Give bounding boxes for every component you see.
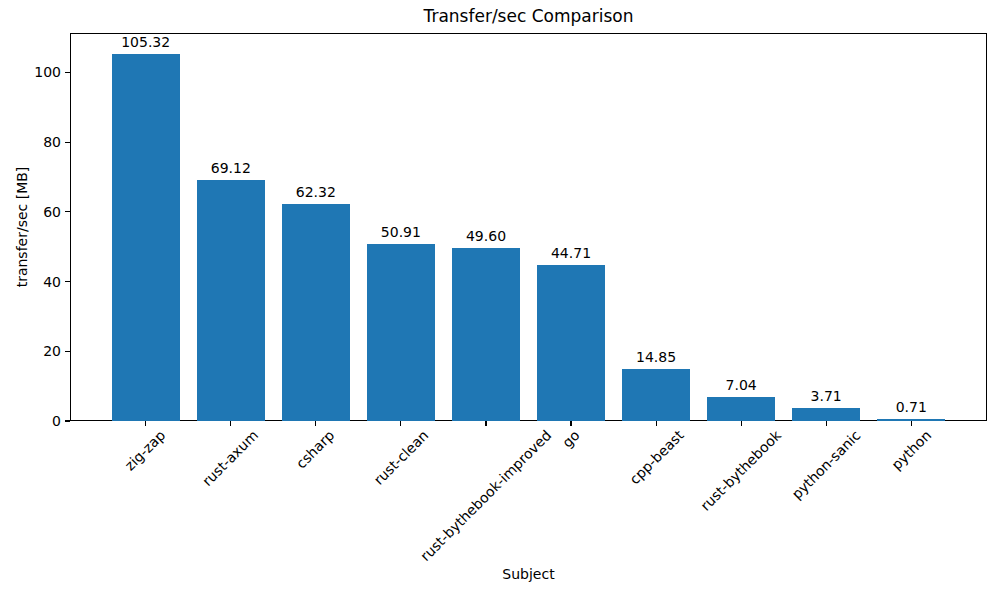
x-tick-mark bbox=[656, 421, 657, 426]
figure: Transfer/sec Comparison transfer/sec [MB… bbox=[0, 0, 1000, 600]
bar-go bbox=[537, 265, 605, 421]
x-tick-label-python: python bbox=[888, 427, 935, 474]
x-tick-label-rust-bythebook: rust-bythebook bbox=[697, 427, 785, 515]
x-tick-label-cpp-beast: cpp-beast bbox=[626, 427, 687, 488]
bar-value-label: 105.32 bbox=[101, 34, 191, 51]
bar-value-label: 14.85 bbox=[611, 349, 701, 366]
bar-value-label: 7.04 bbox=[696, 377, 786, 394]
bar-value-label: 69.12 bbox=[186, 160, 276, 177]
bar-zig-zap bbox=[112, 54, 180, 421]
y-tick-label: 80 bbox=[0, 134, 61, 150]
x-tick-mark bbox=[911, 421, 912, 426]
x-tick-mark bbox=[826, 421, 827, 426]
bar-rust-axum bbox=[197, 180, 265, 421]
y-tick-label: 60 bbox=[0, 204, 61, 220]
bar-python-sanic bbox=[792, 408, 860, 421]
x-tick-label-rust-clean: rust-clean bbox=[370, 427, 432, 489]
y-tick-mark bbox=[65, 420, 70, 421]
y-tick-mark bbox=[65, 211, 70, 212]
y-tick-label: 40 bbox=[0, 274, 61, 290]
y-tick-label: 20 bbox=[0, 343, 61, 359]
y-tick-mark bbox=[65, 351, 70, 352]
bar-cpp-beast bbox=[622, 369, 690, 421]
x-tick-mark bbox=[315, 421, 316, 426]
bar-value-label: 50.91 bbox=[356, 224, 446, 241]
x-tick-mark bbox=[230, 421, 231, 426]
y-tick-mark bbox=[65, 142, 70, 143]
x-tick-mark bbox=[741, 421, 742, 426]
x-tick-label-csharp: csharp bbox=[293, 427, 338, 472]
x-tick-label-rust-bythebook-improved: rust-bythebook-improved bbox=[417, 427, 555, 565]
x-tick-mark bbox=[570, 421, 571, 426]
y-tick-label: 0 bbox=[0, 413, 61, 429]
bar-csharp bbox=[282, 204, 350, 421]
bar-value-label: 62.32 bbox=[271, 184, 361, 201]
bar-value-label: 49.60 bbox=[441, 228, 531, 245]
bar-value-label: 0.71 bbox=[866, 399, 956, 416]
x-tick-label-python-sanic: python-sanic bbox=[788, 427, 864, 503]
x-tick-mark bbox=[400, 421, 401, 426]
x-tick-label-go: go bbox=[559, 427, 583, 451]
bar-rust-clean bbox=[367, 244, 435, 422]
x-tick-mark bbox=[485, 421, 486, 426]
x-tick-mark bbox=[145, 421, 146, 426]
y-axis-label: transfer/sec [MB] bbox=[14, 167, 30, 288]
bar-value-label: 44.71 bbox=[526, 245, 616, 262]
x-tick-label-zig-zap: zig-zap bbox=[122, 427, 169, 474]
bar-rust-bythebook-improved bbox=[452, 248, 520, 421]
bar-value-label: 3.71 bbox=[781, 388, 871, 405]
y-tick-label: 100 bbox=[0, 64, 61, 80]
y-tick-mark bbox=[65, 72, 70, 73]
bar-rust-bythebook bbox=[707, 397, 775, 422]
x-tick-label-rust-axum: rust-axum bbox=[199, 427, 262, 490]
chart-title: Transfer/sec Comparison bbox=[70, 6, 987, 26]
x-axis-label: Subject bbox=[70, 566, 987, 583]
y-tick-mark bbox=[65, 281, 70, 282]
